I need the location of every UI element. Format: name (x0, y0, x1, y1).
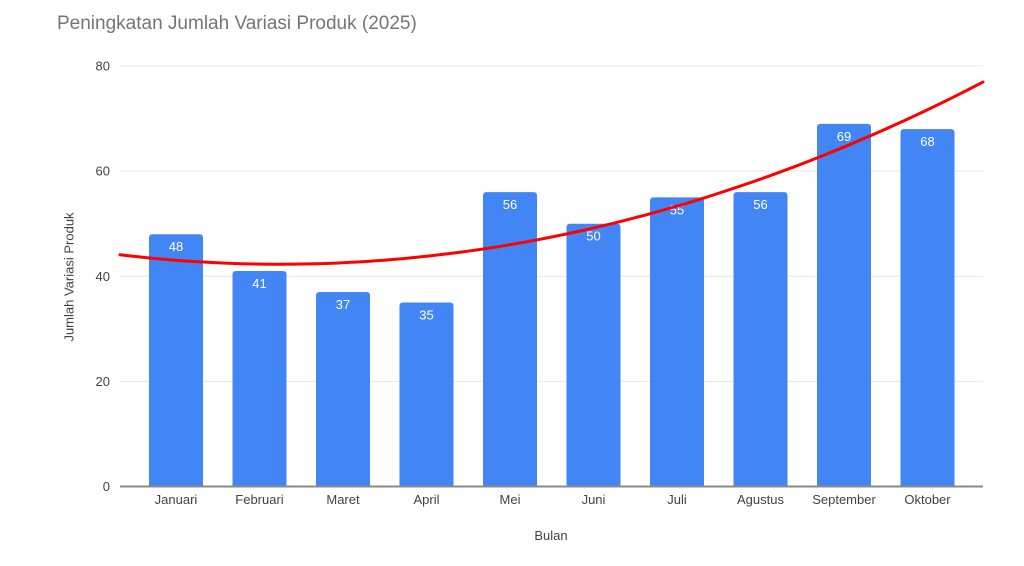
y-tick-label: 20 (96, 374, 110, 389)
bar (817, 123, 871, 487)
y-tick-label: 0 (103, 479, 110, 494)
bar-value-label: 68 (920, 134, 934, 149)
bar (566, 223, 621, 487)
bar (650, 197, 704, 487)
y-tick-label: 60 (96, 164, 110, 179)
bar (733, 192, 788, 487)
y-axis-title: Jumlah Variasi Produk (61, 212, 77, 342)
bar-value-label: 35 (419, 308, 433, 323)
bar-value-label: 37 (336, 297, 350, 312)
bar-value-label: 56 (753, 197, 767, 212)
x-tick-label: Oktober (904, 492, 951, 507)
y-tick-label: 80 (96, 59, 110, 74)
x-tick-label: Juli (667, 492, 687, 507)
bar-value-label: 69 (837, 129, 851, 144)
bar (232, 270, 287, 487)
x-tick-label: Januari (155, 492, 198, 507)
chart-title: Peningkatan Jumlah Variasi Produk (2025) (57, 13, 417, 34)
bar (900, 129, 955, 487)
x-tick-label: Maret (326, 492, 360, 507)
x-axis-title: Bulan (534, 528, 568, 543)
bar-value-label: 50 (586, 229, 600, 244)
y-tick-label: 40 (96, 269, 110, 284)
x-tick-label: April (413, 492, 439, 507)
bar (483, 192, 537, 487)
x-tick-label: Mei (500, 492, 521, 507)
x-tick-label: September (812, 492, 876, 507)
x-tick-label: Februari (235, 492, 284, 507)
x-tick-label: Agustus (737, 492, 784, 507)
bar-value-label: 48 (169, 239, 183, 254)
bar (399, 302, 454, 487)
bar (316, 292, 370, 487)
trendline (118, 80, 985, 266)
bar-value-label: 56 (503, 197, 517, 212)
x-tick-label: Juni (582, 492, 606, 507)
bar-value-label: 41 (252, 276, 266, 291)
bar (149, 234, 203, 487)
